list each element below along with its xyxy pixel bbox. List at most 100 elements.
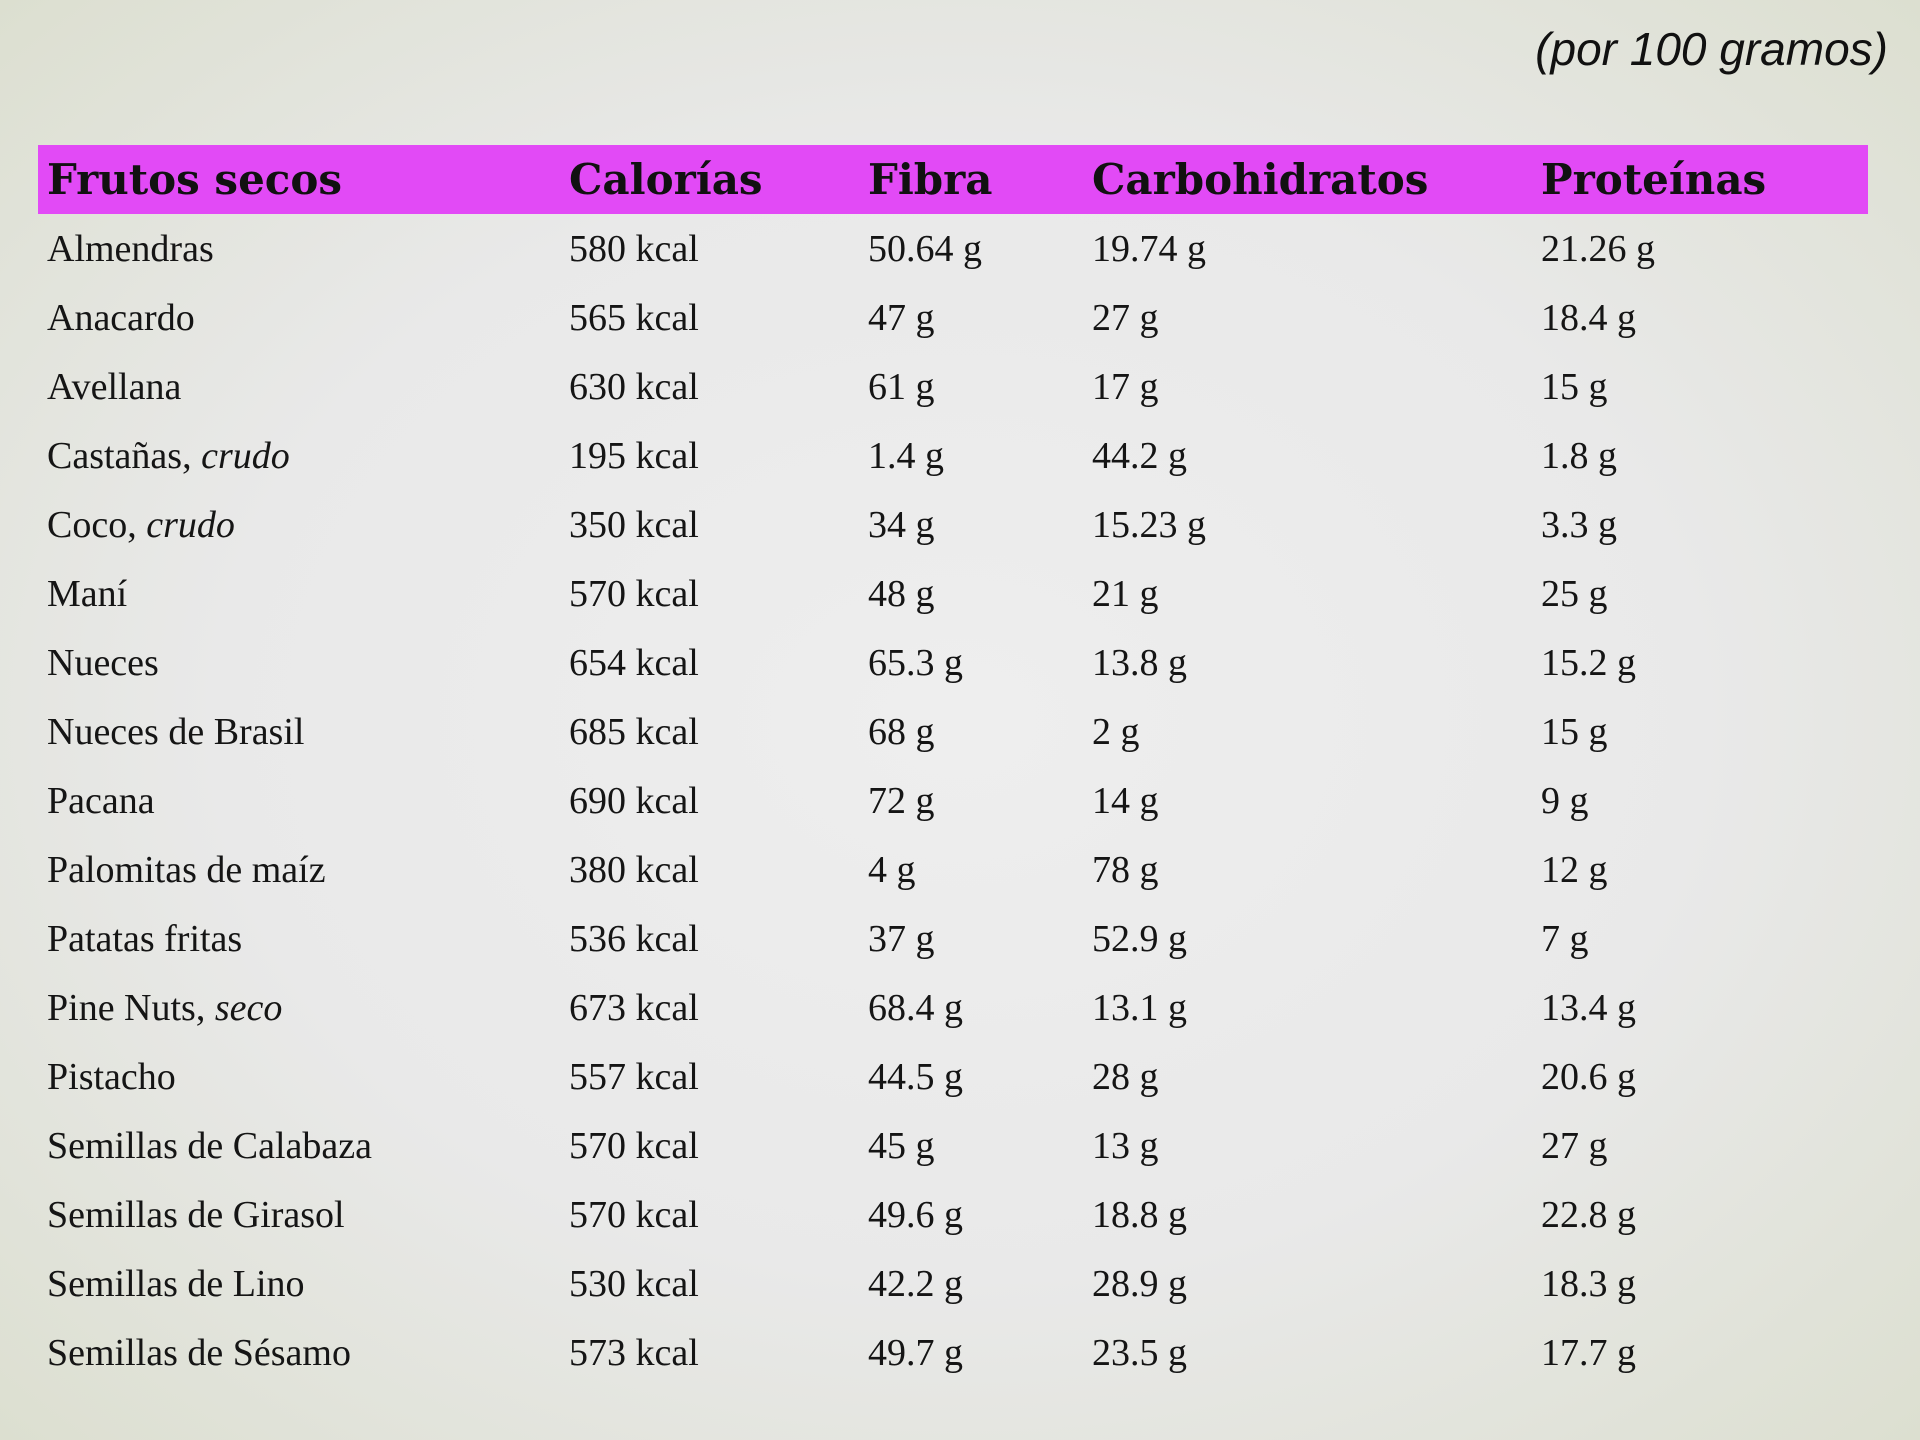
- cell-carbohidratos: 44.2 g: [1092, 434, 1187, 477]
- cell-calorias: 570 kcal: [569, 1193, 699, 1236]
- fruto-name: Maní: [47, 572, 128, 615]
- cell-fibra: 1.4 g: [868, 434, 944, 477]
- cell-fibra: 65.3 g: [868, 641, 963, 684]
- cell-proteinas: 18.4 g: [1541, 296, 1636, 339]
- header-fibra: Fibra: [868, 155, 993, 204]
- fruto-note: crudo: [146, 503, 235, 546]
- cell-fruto: Semillas de Calabaza: [38, 1111, 560, 1180]
- header-row: Frutos secos Calorías Fibra Carbohidrato…: [38, 145, 1868, 214]
- cell-carbohidratos: 52.9 g: [1092, 917, 1187, 960]
- table-row: Pine Nuts, seco 673 kcal 68.4 g 13.1 g 13.4 …: [38, 973, 1868, 1042]
- table-row: Semillas de Girasol 570 kcal 49.6 g 18.8 g 2…: [38, 1180, 1868, 1249]
- cell-fruto: Palomitas de maíz: [38, 835, 560, 904]
- cell-fruto: Avellana: [38, 352, 560, 421]
- cell-proteinas: 27 g: [1541, 1124, 1608, 1167]
- nutrition-table-container: Frutos secos Calorías Fibra Carbohidrato…: [38, 145, 1868, 1387]
- cell-calorias: 530 kcal: [569, 1262, 699, 1305]
- cell-carbohidratos: 18.8 g: [1092, 1193, 1187, 1236]
- cell-calorias: 557 kcal: [569, 1055, 699, 1098]
- cell-calorias: 350 kcal: [569, 503, 699, 546]
- cell-carbohidratos: 27 g: [1092, 296, 1159, 339]
- cell-fruto: Anacardo: [38, 283, 560, 352]
- cell-calorias: 380 kcal: [569, 848, 699, 891]
- cell-calorias: 536 kcal: [569, 917, 699, 960]
- cell-carbohidratos: 13 g: [1092, 1124, 1159, 1167]
- fruto-name: Castañas,: [47, 434, 202, 477]
- header-calorias: Calorías: [569, 155, 763, 204]
- cell-fibra: 45 g: [868, 1124, 935, 1167]
- fruto-name: Nueces: [47, 641, 159, 684]
- table-row: Nueces 654 kcal 65.3 g 13.8 g 15.2 g: [38, 628, 1868, 697]
- cell-proteinas: 22.8 g: [1541, 1193, 1636, 1236]
- cell-fruto: Coco, crudo: [38, 490, 560, 559]
- cell-carbohidratos: 28 g: [1092, 1055, 1159, 1098]
- cell-carbohidratos: 15.23 g: [1092, 503, 1206, 546]
- units-note: (por 100 gramos): [1535, 23, 1888, 75]
- header-proteinas: Proteínas: [1541, 155, 1767, 204]
- cell-carbohidratos: 28.9 g: [1092, 1262, 1187, 1305]
- header-frutos-secos: Frutos secos: [47, 155, 343, 204]
- cell-carbohidratos: 13.1 g: [1092, 986, 1187, 1029]
- cell-fruto: Pistacho: [38, 1042, 560, 1111]
- cell-calorias: 630 kcal: [569, 365, 699, 408]
- cell-carbohidratos: 14 g: [1092, 779, 1159, 822]
- header-carbohidratos: Carbohidratos: [1092, 155, 1429, 204]
- table-row: Semillas de Lino 530 kcal 42.2 g 28.9 g 18.3…: [38, 1249, 1868, 1318]
- cell-fruto: Pacana: [38, 766, 560, 835]
- cell-fruto: Nueces de Brasil: [38, 697, 560, 766]
- cell-fibra: 49.6 g: [868, 1193, 963, 1236]
- cell-carbohidratos: 21 g: [1092, 572, 1159, 615]
- fruto-name: Patatas fritas: [47, 917, 243, 960]
- nutrition-table: Frutos secos Calorías Fibra Carbohidrato…: [38, 145, 1868, 1387]
- cell-fibra: 44.5 g: [868, 1055, 963, 1098]
- cell-calorias: 580 kcal: [569, 227, 699, 270]
- cell-proteinas: 21.26 g: [1541, 227, 1655, 270]
- cell-proteinas: 15 g: [1541, 710, 1608, 753]
- cell-fruto: Semillas de Sésamo: [38, 1318, 560, 1387]
- cell-fruto: Semillas de Girasol: [38, 1180, 560, 1249]
- table-row: Maní 570 kcal 48 g 21 g 25 g: [38, 559, 1868, 628]
- table-header: Frutos secos Calorías Fibra Carbohidrato…: [38, 145, 1868, 214]
- fruto-name: Palomitas de maíz: [47, 848, 326, 891]
- cell-calorias: 685 kcal: [569, 710, 699, 753]
- cell-fruto: Nueces: [38, 628, 560, 697]
- fruto-name: Pistacho: [47, 1055, 176, 1098]
- fruto-name: Semillas de Sésamo: [47, 1331, 351, 1374]
- cell-fibra: 47 g: [868, 296, 935, 339]
- table-row: Almendras 580 kcal 50.64 g 19.74 g 21.26 g: [38, 214, 1868, 283]
- fruto-note: seco: [214, 986, 283, 1029]
- cell-fibra: 68 g: [868, 710, 935, 753]
- cell-fibra: 48 g: [868, 572, 935, 615]
- cell-proteinas: 12 g: [1541, 848, 1608, 891]
- table-row: Patatas fritas 536 kcal 37 g 52.9 g 7 g: [38, 904, 1868, 973]
- table-row: Semillas de Sésamo 573 kcal 49.7 g 23.5 g 17…: [38, 1318, 1868, 1387]
- cell-calorias: 573 kcal: [569, 1331, 699, 1374]
- cell-fibra: 42.2 g: [868, 1262, 963, 1305]
- cell-carbohidratos: 2 g: [1092, 710, 1140, 753]
- fruto-note: crudo: [201, 434, 290, 477]
- cell-fruto: Patatas fritas: [38, 904, 560, 973]
- table-row: Anacardo 565 kcal 47 g 27 g 18.4 g: [38, 283, 1868, 352]
- cell-calorias: 690 kcal: [569, 779, 699, 822]
- fruto-name: Anacardo: [47, 296, 195, 339]
- table-row: Castañas, crudo 195 kcal 1.4 g 44.2 g 1.8 g: [38, 421, 1868, 490]
- cell-carbohidratos: 19.74 g: [1092, 227, 1206, 270]
- table-row: Semillas de Calabaza 570 kcal 45 g 13 g 27 g: [38, 1111, 1868, 1180]
- table-row: Palomitas de maíz 380 kcal 4 g 78 g 12 g: [38, 835, 1868, 904]
- cell-fibra: 4 g: [868, 848, 916, 891]
- cell-proteinas: 1.8 g: [1541, 434, 1617, 477]
- cell-fibra: 72 g: [868, 779, 935, 822]
- cell-carbohidratos: 78 g: [1092, 848, 1159, 891]
- cell-calorias: 570 kcal: [569, 1124, 699, 1167]
- fruto-name: Pine Nuts,: [47, 986, 215, 1029]
- cell-fibra: 49.7 g: [868, 1331, 963, 1374]
- cell-fibra: 34 g: [868, 503, 935, 546]
- table-row: Nueces de Brasil 685 kcal 68 g 2 g 15 g: [38, 697, 1868, 766]
- cell-carbohidratos: 17 g: [1092, 365, 1159, 408]
- cell-fruto: Maní: [38, 559, 560, 628]
- fruto-name: Semillas de Lino: [47, 1262, 305, 1305]
- cell-proteinas: 3.3 g: [1541, 503, 1617, 546]
- fruto-name: Nueces de Brasil: [47, 710, 305, 753]
- cell-fruto: Castañas, crudo: [38, 421, 560, 490]
- table-row: Pistacho 557 kcal 44.5 g 28 g 20.6 g: [38, 1042, 1868, 1111]
